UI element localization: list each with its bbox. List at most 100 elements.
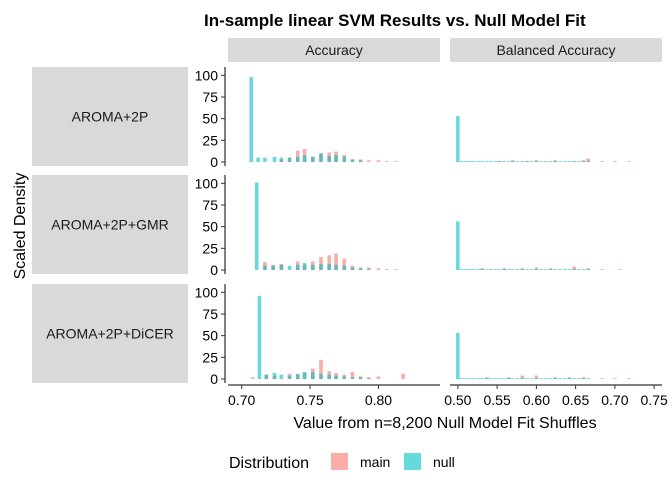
- column-strip: [228, 38, 440, 62]
- histogram-bar-null: [489, 378, 493, 379]
- y-tick-label: 75: [202, 197, 218, 213]
- histogram-bar-null: [471, 269, 476, 270]
- histogram-bar-null: [254, 182, 259, 270]
- histogram-bar-null: [515, 269, 520, 270]
- histogram-bar-null: [511, 378, 515, 379]
- histogram-bar-null: [507, 269, 511, 270]
- histogram-bar-null: [295, 373, 300, 379]
- column-strip: [450, 38, 662, 62]
- row-strip-label: AROMA+2P+GMR: [51, 217, 168, 233]
- histogram-bar-null: [272, 156, 277, 162]
- histogram-bar-null: [350, 377, 355, 379]
- histogram-bar-null: [567, 269, 572, 270]
- histogram-bar-main: [600, 378, 605, 379]
- histogram-bar-null: [572, 378, 576, 379]
- x-tick-label: 0.50: [444, 392, 471, 408]
- histogram-bar-null: [480, 269, 484, 270]
- histogram-bar-null: [515, 378, 520, 379]
- histogram-bar-null: [463, 378, 468, 379]
- histogram-bar-null: [576, 378, 581, 379]
- histogram-bar-null: [459, 378, 464, 379]
- histogram-bar-null: [581, 269, 586, 270]
- histogram-bar-null: [515, 161, 520, 162]
- histogram-bar-null: [529, 161, 534, 162]
- histogram-bar-null: [476, 269, 481, 270]
- column-strip-label: Balanced Accuracy: [496, 42, 615, 58]
- histogram-bar-null: [249, 77, 254, 162]
- histogram-bar-null: [493, 269, 498, 270]
- histogram-bar-null: [576, 269, 581, 270]
- histogram-bar-null: [511, 269, 515, 270]
- histogram-bar-null: [539, 161, 543, 162]
- y-tick-label: 25: [202, 349, 218, 365]
- histogram-bar-null: [586, 161, 590, 162]
- y-tick-label: 50: [202, 111, 218, 127]
- histogram-bar-null: [476, 161, 481, 162]
- histogram-bar-null: [311, 372, 315, 379]
- histogram-bar-null: [279, 374, 284, 379]
- histogram-bar-null: [279, 157, 284, 162]
- histogram-bar-null: [480, 161, 484, 162]
- histogram-bar-main: [613, 378, 617, 379]
- y-tick-label: 0: [210, 371, 218, 387]
- histogram-bar-null: [539, 378, 543, 379]
- histogram-bar-main: [586, 158, 590, 162]
- histogram-bar-null: [586, 378, 590, 379]
- histogram-bar-null: [534, 378, 539, 379]
- column-strip-label: Accuracy: [305, 42, 363, 58]
- y-tick-label: 75: [202, 306, 218, 322]
- histogram-bar-main: [401, 373, 405, 379]
- histogram-bar-main: [627, 378, 631, 379]
- histogram-bar-null: [350, 267, 355, 270]
- histogram-bar-null: [302, 372, 307, 379]
- histogram-bar-main: [613, 161, 617, 162]
- histogram-bar-null: [263, 265, 267, 270]
- histogram-bar-null: [489, 161, 493, 162]
- histogram-bar-null: [562, 269, 567, 270]
- histogram-bar-null: [497, 378, 502, 379]
- legend: Distribution main null: [229, 453, 455, 472]
- x-tick-label: 0.75: [641, 392, 668, 408]
- histogram-bar-null: [507, 378, 511, 379]
- histogram-bar-null: [271, 265, 275, 270]
- histogram-bar-null: [287, 375, 292, 379]
- histogram-bar-null: [459, 269, 464, 270]
- row-strip-label: AROMA+2P: [72, 109, 149, 125]
- histogram-bar-null: [567, 161, 572, 162]
- histogram-bar-null: [567, 378, 572, 379]
- histogram-bar-null: [502, 378, 506, 379]
- histogram-bar-null: [358, 268, 363, 270]
- row-strip: [32, 175, 188, 274]
- histogram-bar-null: [295, 264, 300, 270]
- histogram-bar-null: [558, 378, 562, 379]
- histogram-bar-null: [485, 161, 489, 162]
- histogram-bar-null: [459, 161, 464, 162]
- histogram-bar-null: [548, 378, 553, 379]
- histogram-bar-null: [525, 161, 529, 162]
- histogram-bar-null: [553, 269, 558, 270]
- histogram-bar-main: [376, 160, 381, 162]
- histogram-bar-null: [520, 161, 525, 162]
- x-tick-label: 0.75: [296, 392, 323, 408]
- histogram-bar-null: [367, 269, 371, 270]
- histogram-bar-main: [334, 253, 338, 270]
- histogram-bar-null: [497, 161, 502, 162]
- histogram-bar-main: [617, 269, 622, 270]
- histogram-bar-null: [287, 157, 292, 162]
- histogram-bar-null: [520, 269, 525, 270]
- histogram-bar-null: [525, 269, 529, 270]
- y-tick-label: 25: [202, 132, 218, 148]
- histogram-bar-null: [476, 378, 481, 379]
- histogram-bar-null: [576, 161, 581, 162]
- histogram-bar-null: [497, 269, 502, 270]
- histogram-bar-main: [250, 377, 255, 379]
- histogram-bar-null: [334, 375, 338, 379]
- x-axis-title: Value from n=8,200 Null Model Fit Shuffl…: [293, 415, 596, 432]
- histogram-bar-null: [502, 269, 506, 270]
- histogram-bar-null: [334, 264, 338, 270]
- histogram-bar-null: [485, 378, 489, 379]
- histogram-bar-null: [327, 374, 332, 379]
- y-tick-label: 100: [195, 175, 219, 191]
